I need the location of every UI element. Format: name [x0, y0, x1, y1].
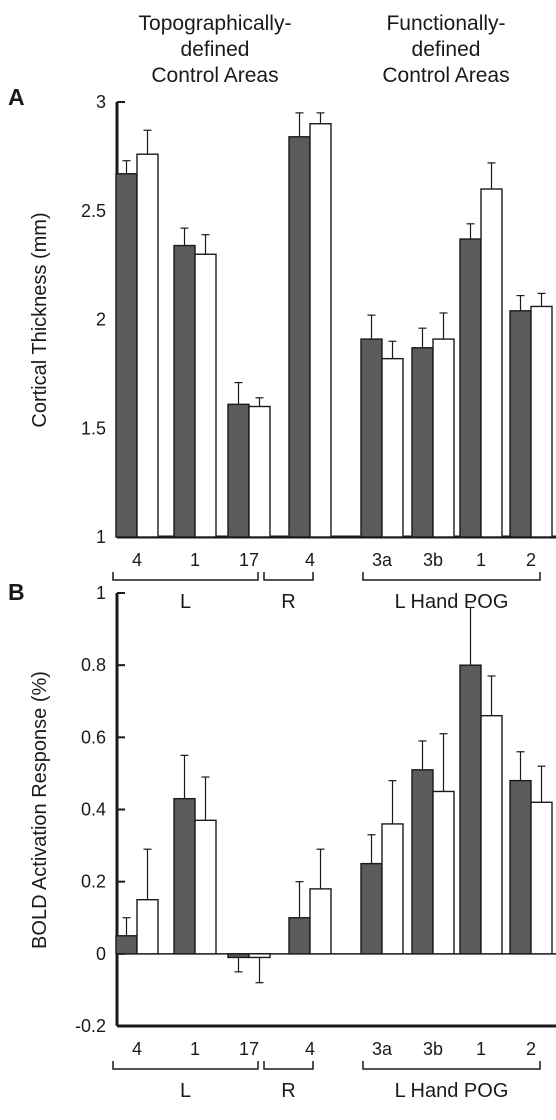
panel-a-group-label: R	[281, 591, 295, 613]
panel-b-bar-s1-5	[411, 769, 434, 955]
panel-a-bar-s1-0	[115, 173, 138, 538]
panel-b-y-tick-label: 0.4	[81, 800, 106, 820]
panel-a-bar-s1-3	[288, 136, 311, 538]
panel-a-category-label: 1	[476, 550, 486, 570]
panel-b-bar-s2-7	[530, 801, 553, 955]
panel-a-bar-s1-5	[411, 347, 434, 538]
panel-b-group-label: L	[180, 1080, 191, 1102]
header-right-line-2: defined	[412, 38, 481, 61]
panel-b-group-label: L Hand POG	[395, 1080, 509, 1102]
panel-b-category-label: 1	[190, 1039, 200, 1059]
panel-a-category-label: 3b	[423, 550, 443, 570]
header-left-line-3: Control Areas	[151, 64, 278, 87]
panel-a-group-label: L Hand POG	[395, 591, 509, 613]
panel-a-y-tick-label: 1	[96, 527, 106, 547]
panel-b-category-label: 3a	[372, 1039, 393, 1059]
panel-a-bar-s2-4	[381, 357, 404, 538]
panel-a-category-label: 2	[526, 550, 536, 570]
header-left-line-2: defined	[181, 38, 250, 61]
panel-b-category-label: 1	[476, 1039, 486, 1059]
panel-b-bar-s1-0	[115, 935, 138, 955]
panel-a-y-tick-label: 3	[96, 92, 106, 112]
panel-b-y-tick-label: 1	[96, 583, 106, 603]
panel-b-bar-s2-4	[381, 823, 404, 955]
panel-a-y-tick-label: 2.5	[81, 201, 106, 221]
panel-b-y-tick-label: 0.6	[81, 727, 106, 747]
panel-b-group-label: R	[281, 1080, 295, 1102]
panel-b-category-label: 17	[239, 1039, 259, 1059]
panel-b-bar-s1-4	[360, 862, 383, 955]
panel-b-category-label: 4	[305, 1039, 315, 1059]
panel-a-letter: A	[8, 84, 25, 110]
panel-a-category-label: 3a	[372, 550, 393, 570]
panel-b-bar-s1-1	[173, 797, 196, 955]
panel-b-y-axis-label: BOLD Activation Response (%)	[29, 671, 51, 949]
panel-a-bar-s2-5	[432, 338, 455, 538]
panel-b-y-tick-label: 0	[96, 944, 106, 964]
panel-b-bar-s2-1	[194, 819, 217, 955]
panel-a-group-bracket	[263, 572, 314, 581]
panel-a-bar-s2-1	[194, 253, 217, 538]
panel-b-bar-s2-2	[248, 953, 271, 959]
panel-a-bar-s2-3	[309, 123, 332, 538]
panel-b-group-bracket	[112, 1061, 259, 1070]
panel-a-category-label: 17	[239, 550, 259, 570]
panel-a-bar-s1-6	[459, 238, 482, 538]
panel-a-y-tick-label: 2	[96, 310, 106, 330]
panel-b-y-tick-label: -0.2	[75, 1016, 106, 1036]
panel-a-bar-s1-7	[509, 310, 532, 538]
panel-a-bar-s1-2	[227, 403, 250, 538]
panel-a-bar-s2-2	[248, 405, 271, 538]
panel-b-category-label: 3b	[423, 1039, 443, 1059]
panel-b-bar-s1-3	[288, 917, 311, 955]
panel-b-bar-s2-6	[480, 714, 503, 955]
header-right-line-3: Control Areas	[382, 64, 509, 87]
panel-a-category-label: 1	[190, 550, 200, 570]
panel-a-bar-s2-0	[136, 153, 159, 538]
panel-a-bar-s2-7	[530, 305, 553, 538]
panel-b-group-bracket	[263, 1061, 314, 1070]
panel-b-bar-s1-7	[509, 779, 532, 955]
panel-b-bar-s2-3	[309, 888, 332, 955]
panel-b-bar-s1-2	[227, 953, 250, 959]
panel-b-y-tick-label: 0.8	[81, 655, 106, 675]
panel-a-category-label: 4	[305, 550, 315, 570]
header-left-line-1: Topographically-	[139, 12, 292, 35]
panel-a-group-bracket	[362, 572, 541, 581]
panel-b-chart: B BOLD Activation Response (%) -0.2 0 0.2 0.4…	[8, 579, 556, 1102]
panel-a-chart: A Cortical Thickness (mm) 1 1.5 2 2.5 3 4 1 17 4 3a…	[8, 84, 556, 613]
panel-a-group-label: L	[180, 591, 191, 613]
panel-a-bar-s1-4	[360, 338, 383, 538]
panel-b-letter: B	[8, 579, 25, 605]
panel-a-group-bracket	[112, 572, 259, 581]
panel-b-y-tick-label: 0.2	[81, 872, 106, 892]
panel-b-category-label: 4	[132, 1039, 142, 1059]
header-left: Topographically- defined Control Areas	[139, 12, 292, 87]
panel-a-y-axis-label: Cortical Thickness (mm)	[29, 212, 51, 427]
panel-a-y-tick-label: 1.5	[81, 418, 106, 438]
panel-b-group-bracket	[362, 1061, 541, 1070]
panel-b-bar-s1-6	[459, 664, 482, 955]
panel-b-bar-s2-5	[432, 790, 455, 955]
panel-b-category-label: 2	[526, 1039, 536, 1059]
panel-a-bar-s2-6	[480, 188, 503, 538]
panel-a-category-label: 4	[132, 550, 142, 570]
panel-a-bar-s1-1	[173, 244, 196, 538]
header-right: Functionally- defined Control Areas	[382, 12, 509, 87]
panel-b-bar-s2-0	[136, 899, 159, 955]
header-right-line-1: Functionally-	[386, 12, 505, 35]
